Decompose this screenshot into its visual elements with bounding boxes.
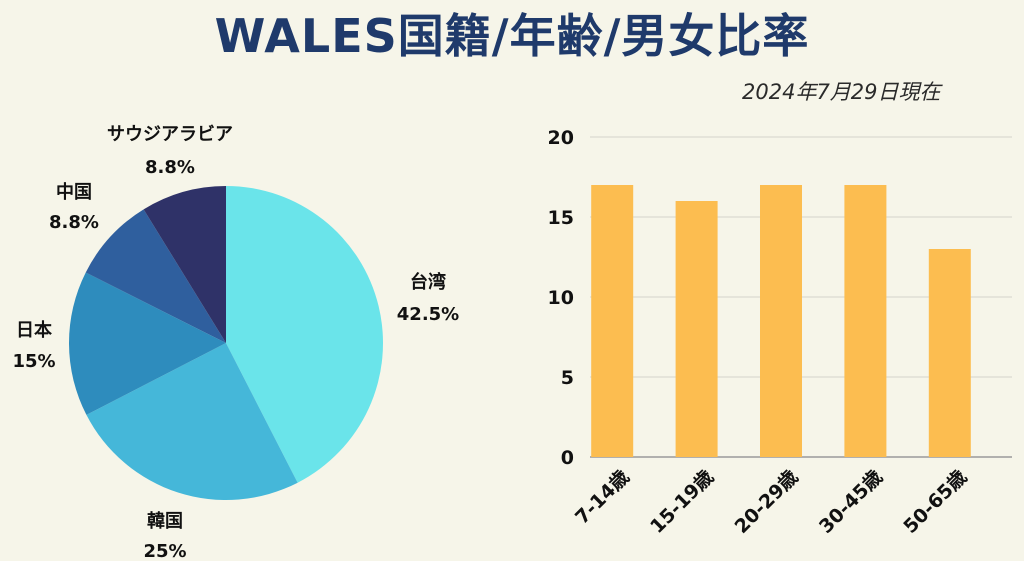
x-tick-label: 20-29歳 xyxy=(731,466,803,538)
pie-slice-label: 韓国 xyxy=(147,510,183,532)
pie-slice-value: 8.8% xyxy=(49,212,99,233)
chart-title: WALES国籍/年齢/男女比率 xyxy=(214,9,810,63)
pie-slice-value: 8.8% xyxy=(145,157,195,178)
pie-slice xyxy=(86,343,298,501)
pie-slice-label: 中国 xyxy=(56,181,92,203)
pie-slice-label: 日本 xyxy=(16,319,52,341)
pie-slice-value: 42.5% xyxy=(397,304,459,325)
bar xyxy=(928,249,971,457)
date-note: 2024年7月29日現在 xyxy=(742,80,941,104)
pie-slice xyxy=(143,186,226,343)
y-tick-label: 20 xyxy=(548,127,574,149)
pie-slice-label: 台湾 xyxy=(410,271,446,293)
pie-chart: 台湾 42.5% 韓国 25% 日本 15% 中国 8.8% サウジアラビア 8.8% xyxy=(12,124,459,561)
y-tick-label: 15 xyxy=(548,207,574,229)
x-tick-label: 7-14歳 xyxy=(571,466,634,529)
pie-slice xyxy=(226,186,384,483)
pie-slice xyxy=(85,209,227,343)
x-tick-label: 15-19歳 xyxy=(646,466,718,538)
x-tick-label: 50-65歳 xyxy=(899,466,971,538)
pie-slice xyxy=(68,272,226,415)
y-tick-label: 5 xyxy=(561,367,574,389)
y-tick-label: 0 xyxy=(561,447,574,469)
pie-slice-value: 15% xyxy=(12,351,55,372)
bar xyxy=(591,185,634,457)
bar xyxy=(760,185,802,457)
pie-slice-label: サウジアラビア xyxy=(107,124,233,145)
bar xyxy=(844,185,887,457)
bar-chart: 0 5 10 15 20 7-14歳 15-19歳 20-29歳 30-45歳 50-65歳 xyxy=(548,127,1012,538)
pie-slice-value: 25% xyxy=(143,541,186,561)
y-tick-label: 10 xyxy=(548,287,574,309)
x-tick-label: 30-45歳 xyxy=(815,466,887,538)
bar xyxy=(675,201,718,457)
